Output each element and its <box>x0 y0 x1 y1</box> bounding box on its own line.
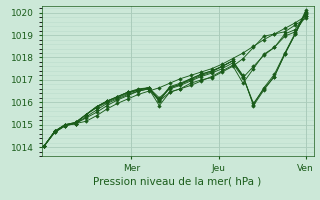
X-axis label: Pression niveau de la mer( hPa ): Pression niveau de la mer( hPa ) <box>93 177 262 187</box>
